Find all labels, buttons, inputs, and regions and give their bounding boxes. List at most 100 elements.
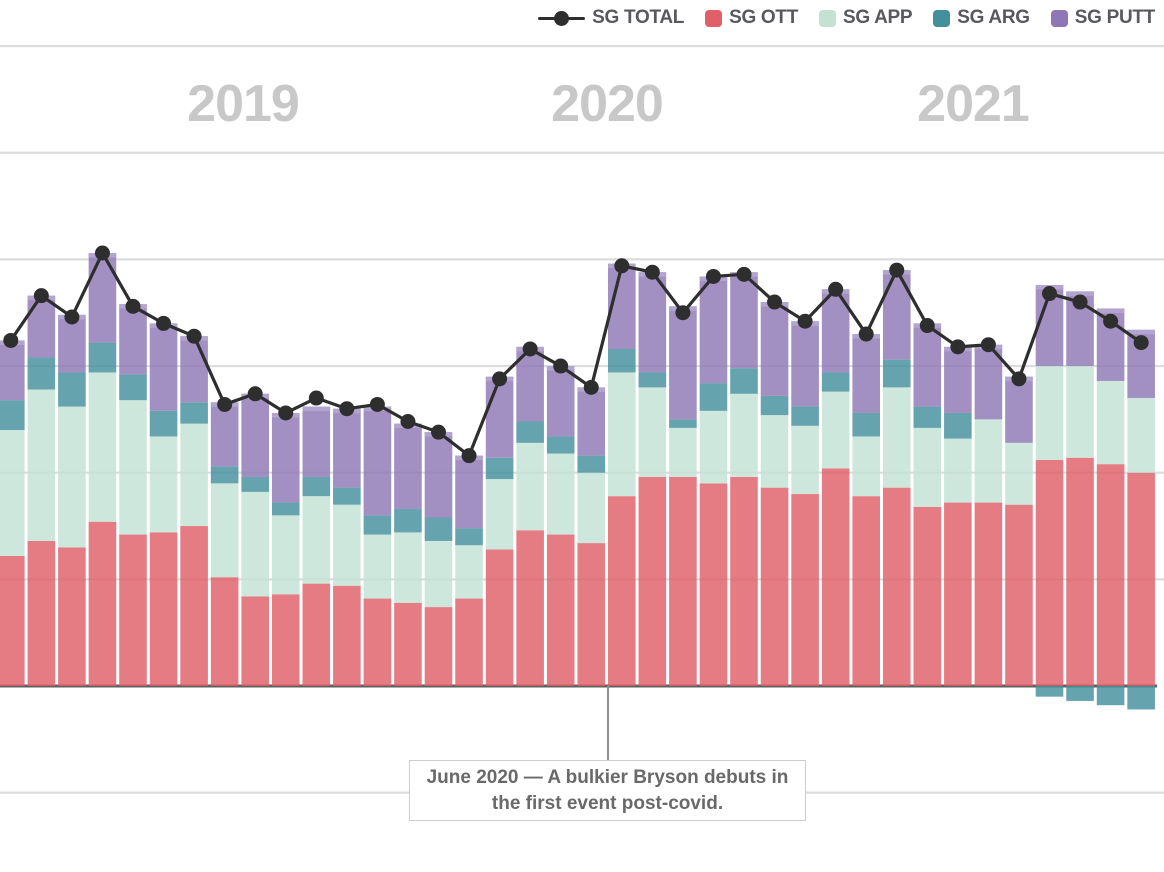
- putt-cap: [1066, 291, 1094, 296]
- bar-segment-sg-ott: [608, 496, 636, 686]
- sg-total-dot: [828, 281, 844, 297]
- bar-segment-sg-ott: [638, 476, 667, 686]
- bar-segment-sg-ott: [974, 502, 1003, 686]
- stacked-bars: [0, 253, 1155, 710]
- bar-segment-sg-putt: [149, 323, 178, 411]
- bar-segment-sg-app: [0, 430, 25, 556]
- bar-segment-sg-app: [485, 479, 514, 550]
- bar-segment-sg-app: [1127, 398, 1155, 473]
- sg-total-dot: [3, 332, 19, 348]
- bar-segment-sg-app: [302, 496, 331, 584]
- bar-segment-sg-arg: [730, 368, 758, 394]
- bar-segment-sg-ott: [180, 526, 208, 686]
- bar-segment-sg-ott: [913, 506, 942, 686]
- bar-segment-sg-ott: [0, 555, 25, 686]
- sg-total-dot: [339, 401, 355, 417]
- swatch-icon-sg-app: [819, 9, 836, 27]
- bar-segment-sg-arg: [1127, 686, 1155, 710]
- bar-segment-sg-putt: [27, 295, 56, 358]
- bar-segment-sg-arg: [302, 476, 331, 497]
- bar-segment-sg-ott: [1096, 464, 1125, 686]
- legend-item-sg-ott[interactable]: SG OTT: [705, 7, 798, 29]
- sg-total-dot: [522, 341, 538, 357]
- bar-segment-sg-putt: [271, 412, 300, 503]
- bar-segment-sg-putt: [88, 253, 117, 343]
- legend-item-sg-putt[interactable]: SG PUTT: [1050, 7, 1155, 29]
- bar-segment-sg-app: [791, 425, 819, 495]
- legend-label-sg-arg: SG ARG: [957, 7, 1030, 28]
- sg-total-dot: [1042, 286, 1057, 302]
- bar-segment-sg-putt: [882, 270, 911, 360]
- sg-total-dot: [675, 305, 691, 321]
- bar-segment-sg-ott: [485, 549, 514, 686]
- bar-segment-sg-ott: [455, 598, 483, 686]
- year-label-2021: 2021: [917, 75, 1030, 133]
- bar-segment-sg-ott: [58, 547, 86, 686]
- bar-segment-sg-ott: [791, 494, 819, 686]
- bar-segment-sg-putt: [180, 336, 208, 403]
- bar-segment-sg-arg: [516, 421, 544, 443]
- sg-total-dot: [919, 318, 935, 334]
- bar-segment-sg-arg: [333, 487, 361, 505]
- sg-total-dot: [247, 386, 263, 402]
- putt-cap: [302, 406, 331, 412]
- legend-label-sg-ott: SG OTT: [729, 7, 798, 28]
- bar-segment-sg-arg: [1096, 686, 1125, 706]
- sg-total-dot: [644, 264, 660, 280]
- bar-segment-sg-putt: [241, 393, 269, 477]
- bar-segment-sg-putt: [333, 408, 361, 488]
- bar-segment-sg-ott: [944, 502, 972, 686]
- bar-segment-sg-ott: [363, 598, 392, 686]
- bar-segment-sg-arg: [821, 372, 850, 392]
- bar-segment-sg-ott: [730, 476, 758, 686]
- legend-label-sg-app: SG APP: [843, 7, 913, 28]
- bar-segment-sg-arg: [271, 502, 300, 516]
- bar-segment-sg-arg: [149, 410, 178, 437]
- sg-total-dot: [889, 262, 905, 278]
- bar-segment-sg-arg: [944, 412, 972, 439]
- bar-segment-sg-app: [882, 387, 911, 488]
- bar-segment-sg-arg: [363, 515, 392, 535]
- bar-segment-sg-putt: [760, 302, 789, 396]
- swatch-icon-sg-arg: [933, 9, 951, 27]
- bar-segment-sg-putt: [302, 406, 331, 477]
- bar-segment-sg-arg: [760, 395, 789, 416]
- bar-segment-sg-ott: [669, 476, 697, 686]
- bar-segment-sg-app: [852, 436, 880, 497]
- year-label-2020: 2020: [551, 75, 664, 133]
- legend-item-sg-total[interactable]: SG TOTAL: [538, 7, 684, 29]
- bar-segment-sg-arg: [241, 476, 269, 492]
- bar-segment-sg-app: [730, 393, 758, 477]
- legend-label-sg-total: SG TOTAL: [592, 7, 685, 28]
- legend-item-sg-app[interactable]: SG APP: [819, 7, 913, 29]
- bar-segment-sg-app: [608, 372, 636, 497]
- bar-segment-sg-arg: [119, 374, 147, 401]
- bar-segment-sg-putt: [913, 323, 942, 407]
- legend-item-sg-arg[interactable]: SG ARG: [933, 7, 1030, 29]
- bar-segment-sg-putt: [577, 387, 606, 456]
- bar-segment-sg-app: [974, 419, 1003, 503]
- bar-segment-sg-app: [638, 387, 667, 477]
- sg-total-dot: [308, 390, 324, 406]
- bar-segment-sg-ott: [119, 534, 147, 686]
- bar-segment-sg-putt: [699, 276, 728, 384]
- bar-segment-sg-arg: [913, 406, 942, 428]
- sg-total-dot: [217, 396, 233, 412]
- sg-total-dot: [64, 309, 80, 325]
- bar-segment-sg-ott: [394, 602, 422, 686]
- bar-segment-sg-app: [27, 389, 56, 541]
- bar-segment-sg-arg: [608, 348, 636, 373]
- bar-segment-sg-arg: [88, 342, 117, 373]
- bar-segment-sg-ott: [88, 521, 117, 686]
- bar-segment-sg-ott: [1127, 472, 1155, 686]
- sg-total-dot: [1072, 294, 1088, 310]
- sg-total-dot: [400, 414, 416, 430]
- bar-segment-sg-putt: [455, 455, 483, 529]
- sg-total-dot: [553, 358, 569, 374]
- sg-total-dot: [278, 405, 294, 421]
- bar-segment-sg-ott: [760, 487, 789, 686]
- sg-total-dot: [33, 288, 49, 304]
- bar-segment-sg-app: [149, 436, 178, 533]
- bar-segment-sg-app: [1035, 366, 1064, 460]
